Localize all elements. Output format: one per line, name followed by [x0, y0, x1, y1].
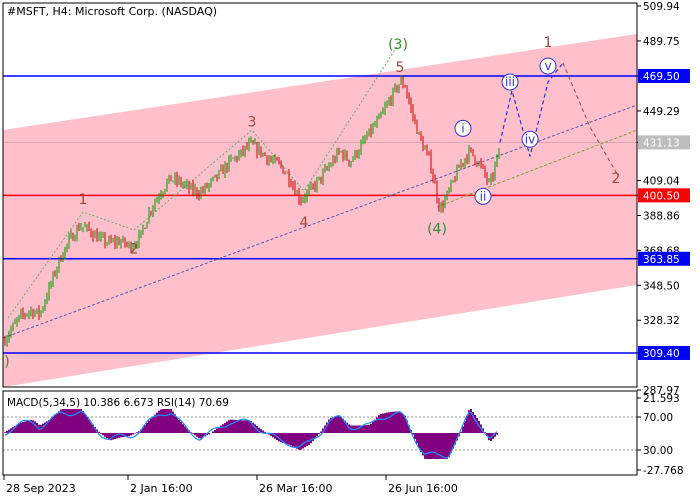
price-tick-label-3: 449.29	[643, 106, 680, 118]
ind-tick-label-3: -27.768	[643, 465, 684, 477]
wave-circle-9	[454, 119, 472, 137]
price-tick-label-5: 409.04	[643, 176, 680, 188]
price-tick-label-10: 348.50	[643, 280, 680, 292]
price-tick-label-0: 509.94	[643, 1, 680, 13]
rsi-line	[4, 410, 498, 459]
time-tick-label-1: 2 Jan 16:00	[130, 482, 193, 495]
wave-label-11: iii	[505, 75, 515, 89]
wave-label-4: 3	[248, 115, 257, 131]
price-tick-label-12: 309.40	[643, 348, 680, 360]
wave-circle-13	[539, 57, 557, 75]
wave-label-12: iv	[525, 132, 535, 146]
price-tag-2	[638, 68, 690, 83]
wave-circle-12	[521, 130, 539, 148]
wave-label-13: v	[544, 59, 551, 73]
time-tick-label-2: 26 Mar 16:00	[259, 482, 332, 495]
wave-label-1: (4)	[427, 221, 447, 237]
candles-group	[4, 75, 500, 347]
ind-tick-label-2: 30.00	[643, 445, 673, 457]
price-tick-label-4: 431.13	[643, 137, 680, 149]
time-tick-label-3: 26 Jun 16:00	[388, 482, 458, 495]
wave-label-9: i	[461, 121, 464, 135]
price-tag-6	[638, 188, 690, 203]
price-tag-4	[638, 135, 690, 150]
price-tick-label-2: 469.50	[643, 71, 680, 83]
price-tag-9	[638, 251, 690, 266]
price-tick-label-13: 287.97	[643, 385, 680, 397]
wave-label-3: 2	[130, 242, 139, 258]
price-tick-label-1: 489.75	[643, 36, 680, 48]
indicator-axis: 21.593 70.00 30.00 -27.768	[637, 393, 684, 477]
indicator-title: MACD(5,34,5) 10.386 6.673 RSI(14) 70.69	[7, 397, 229, 409]
price-tick-label-7: 388.86	[643, 210, 680, 222]
forecast-path-major	[562, 62, 619, 176]
price-tick-label-9: 363.85	[643, 254, 680, 266]
trendline-wave4	[436, 129, 638, 208]
wave-circle-11	[501, 73, 519, 91]
wave-label-6: 5	[396, 60, 405, 76]
ind-tick-label-0: 21.593	[643, 393, 680, 405]
wave-label-8: 2	[612, 171, 621, 187]
wave-circle-10	[474, 187, 492, 205]
wave-label-14: )	[4, 354, 9, 370]
price-tick-label-6: 400.50	[643, 190, 680, 202]
time-axis: 28 Sep 2023 2 Jan 16:00 26 Mar 16:00 26 Jun…	[3, 475, 458, 495]
forecast-group	[499, 62, 619, 176]
indicator-panel-border	[2, 390, 638, 476]
wave-label-5: 4	[300, 215, 309, 231]
indicator-panel: MACD(5,34,5) 10.386 6.673 RSI(14) 70.69	[2, 390, 638, 476]
forecast-path-minor	[499, 62, 564, 157]
ind-tick-label-1: 70.00	[643, 412, 673, 424]
chart-title: #MSFT, H4: Microsoft Corp. (NASDAQ)	[7, 5, 217, 18]
levels-group	[3, 75, 637, 354]
time-tick-label-0: 28 Sep 2023	[6, 482, 76, 495]
price-axis: 509.94 489.75 469.50 449.29 431.13 409.04 400.…	[637, 1, 690, 397]
wave-label-10: ii	[480, 189, 487, 203]
wave-label-0: (3)	[388, 37, 408, 53]
wave-label-2: 1	[79, 192, 88, 208]
price-tick-label-11: 328.32	[643, 315, 680, 327]
wave-zigzag	[7, 44, 399, 319]
price-tag-12	[638, 345, 690, 360]
indicator-series	[3, 409, 637, 459]
wave-label-7: 1	[544, 35, 553, 51]
price-channel	[3, 34, 637, 387]
